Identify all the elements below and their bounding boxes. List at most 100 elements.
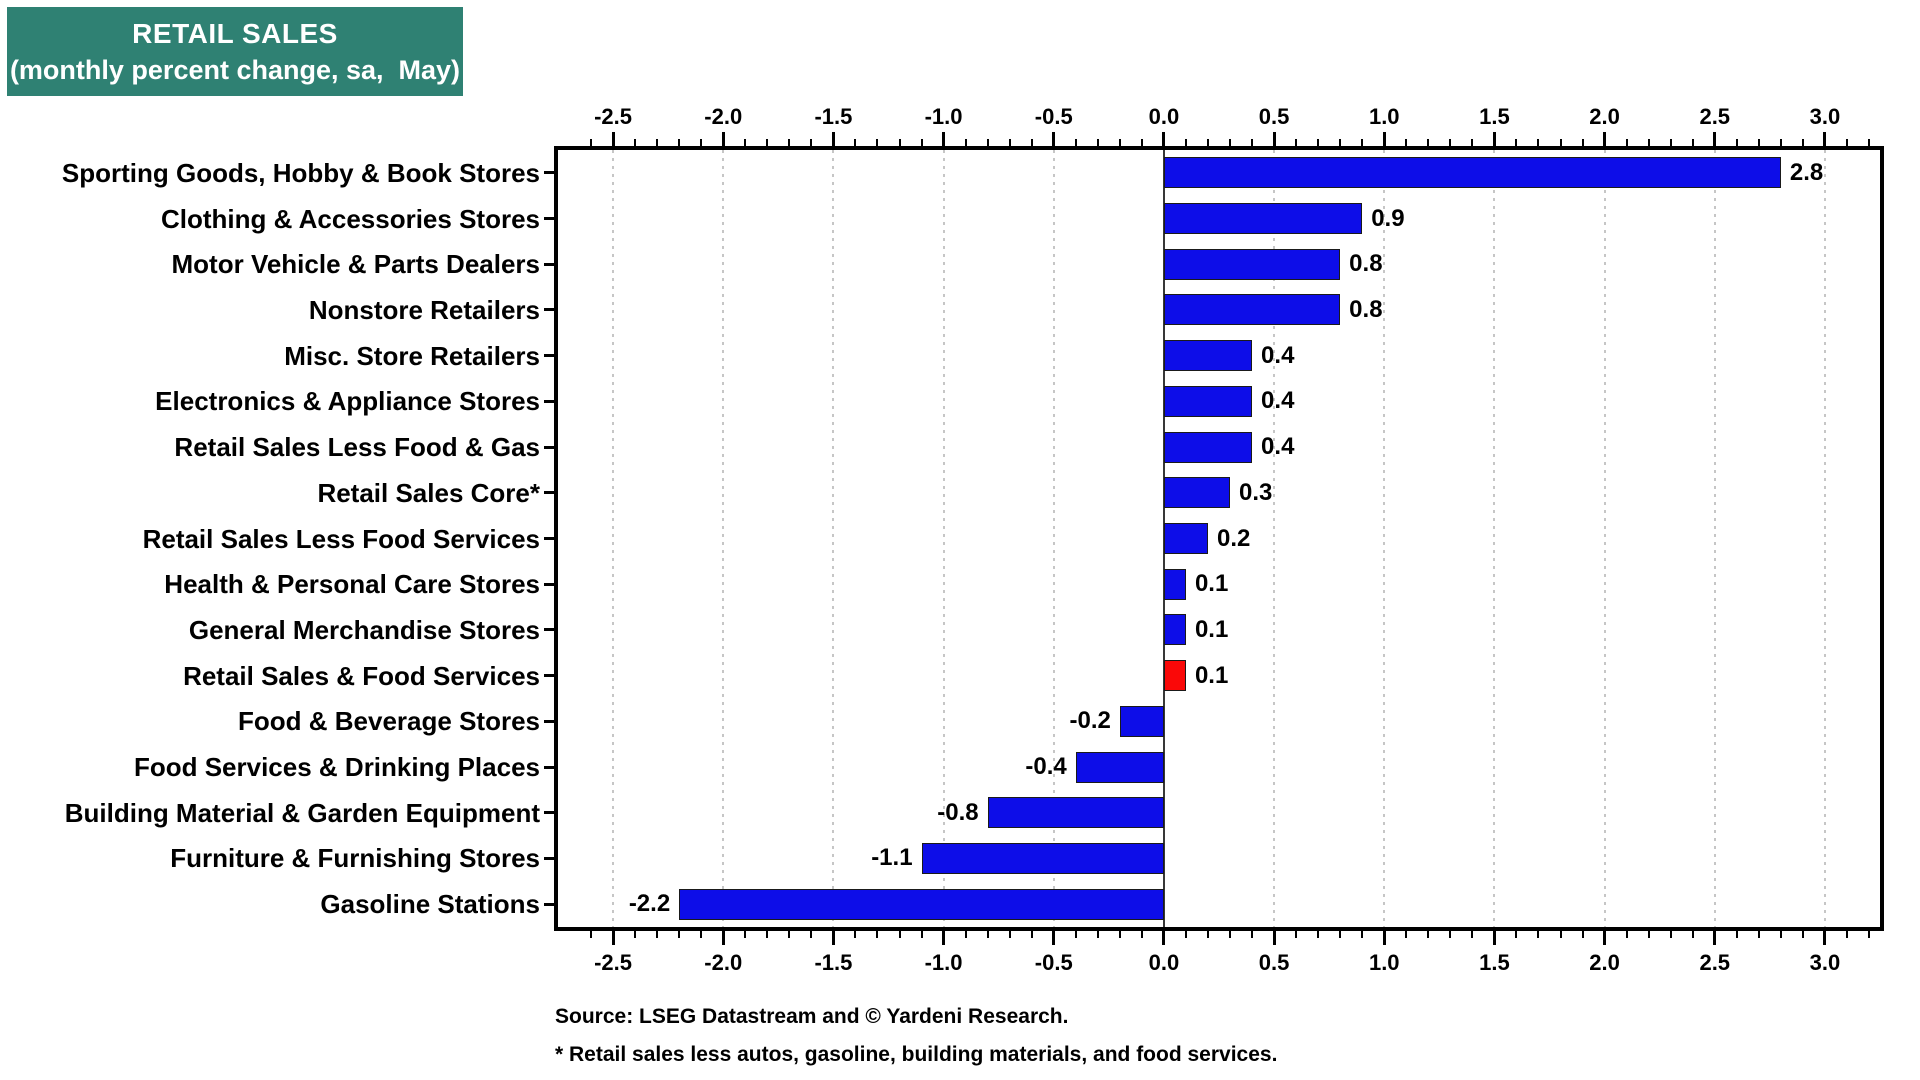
- value-label: -0.2: [1069, 707, 1111, 735]
- minor-tick: [898, 931, 901, 938]
- minor-tick: [1074, 931, 1077, 938]
- minor-tick: [1096, 931, 1099, 938]
- minor-tick: [1669, 931, 1672, 938]
- minor-tick: [1779, 139, 1782, 146]
- major-tick: [1382, 132, 1386, 146]
- minor-tick: [876, 931, 879, 938]
- minor-tick: [1008, 139, 1011, 146]
- chart-title-box: RETAIL SALES (monthly percent change, sa…: [7, 7, 463, 96]
- minor-tick: [1405, 139, 1408, 146]
- minor-tick: [1801, 139, 1804, 146]
- minor-tick: [1096, 139, 1099, 146]
- minor-tick: [1405, 931, 1408, 938]
- axis-tick-label: 2.0: [1589, 950, 1620, 975]
- minor-tick: [876, 139, 879, 146]
- bar: [1163, 203, 1363, 235]
- minor-tick: [1427, 931, 1430, 938]
- minor-tick: [1361, 139, 1364, 146]
- grid-line: [1823, 150, 1826, 927]
- value-label: 0.4: [1261, 387, 1295, 415]
- minor-tick: [1801, 931, 1804, 938]
- minor-tick: [1515, 931, 1518, 938]
- axis-tick-label: 0.0: [1148, 950, 1180, 975]
- major-tick: [1713, 132, 1717, 146]
- value-label: 0.1: [1194, 615, 1229, 643]
- axis-tick-label: 1.0: [1368, 104, 1400, 129]
- minor-tick: [1184, 139, 1187, 146]
- minor-tick: [1559, 139, 1562, 146]
- chart-subtitle: (monthly percent change, sa, May): [9, 54, 461, 85]
- bar: [1163, 157, 1781, 189]
- minor-tick: [1757, 139, 1760, 146]
- axis-tick-label: -2.0: [704, 104, 743, 129]
- grid-line: [1383, 150, 1386, 927]
- minor-tick: [1449, 931, 1452, 938]
- category-tick: [544, 491, 554, 495]
- major-tick: [1823, 931, 1827, 945]
- minor-tick: [920, 931, 923, 938]
- category-label: Sporting Goods, Hobby & Book Stores: [61, 157, 540, 188]
- category-label: Retail Sales Less Food & Gas: [174, 432, 540, 463]
- axis-tick-label: 3.0: [1809, 104, 1841, 129]
- grid-line: [612, 150, 615, 927]
- minor-tick: [964, 931, 967, 938]
- minor-tick: [1471, 931, 1474, 938]
- minor-tick: [744, 931, 747, 938]
- value-label: -0.4: [1025, 753, 1067, 781]
- value-label: 0.4: [1261, 433, 1295, 461]
- major-tick: [611, 931, 615, 945]
- axis-tick-label: 1.5: [1479, 950, 1510, 975]
- minor-tick: [590, 139, 593, 146]
- axis-tick-label: -2.0: [704, 950, 743, 975]
- value-label: 0.1: [1194, 661, 1229, 689]
- minor-tick: [1229, 139, 1232, 146]
- major-tick: [1823, 132, 1827, 146]
- minor-tick: [1229, 931, 1232, 938]
- minor-tick: [854, 139, 857, 146]
- axis-tick-label: -2.5: [594, 950, 633, 975]
- category-tick: [544, 719, 554, 723]
- grid-line: [1493, 150, 1496, 927]
- category-tick: [544, 217, 554, 221]
- category-tick: [544, 674, 554, 678]
- major-tick: [1382, 931, 1386, 945]
- minor-tick: [1669, 139, 1672, 146]
- value-label: 0.3: [1239, 478, 1273, 506]
- major-tick: [831, 132, 835, 146]
- value-label: 0.2: [1216, 524, 1251, 552]
- bar: [1163, 523, 1208, 554]
- minor-tick: [1251, 139, 1254, 146]
- axis-tick-label: 1.5: [1479, 104, 1510, 129]
- grid-line: [1713, 150, 1716, 927]
- value-label: -1.1: [871, 844, 913, 872]
- category-tick: [544, 765, 554, 769]
- axis-tick-label: 2.5: [1699, 950, 1731, 975]
- minor-tick: [1515, 139, 1518, 146]
- minor-tick: [1691, 139, 1694, 146]
- axis-tick-label: 0.5: [1258, 950, 1290, 975]
- minor-tick: [1030, 139, 1033, 146]
- minor-tick: [1427, 139, 1430, 146]
- minor-tick: [590, 931, 593, 938]
- category-label: Retail Sales Core*: [317, 477, 540, 508]
- category-tick: [544, 354, 554, 358]
- major-tick: [1162, 931, 1166, 945]
- minor-tick: [1008, 931, 1011, 938]
- minor-tick: [1206, 931, 1209, 938]
- category-tick: [544, 811, 554, 815]
- major-tick: [1052, 931, 1056, 945]
- major-tick: [721, 132, 725, 146]
- bar: [1163, 614, 1186, 646]
- source-note: Source: LSEG Datastream and © Yardeni Re…: [555, 1005, 1069, 1028]
- minor-tick: [1295, 139, 1298, 146]
- axis-tick-label: -1.5: [814, 950, 853, 975]
- category-label: Gasoline Stations: [320, 889, 540, 920]
- category-tick: [544, 445, 554, 449]
- category-tick: [544, 537, 554, 540]
- axis-tick-label: 0.0: [1148, 104, 1180, 129]
- minor-tick: [1735, 139, 1738, 146]
- category-label: Misc. Store Retailers: [284, 340, 540, 371]
- major-tick: [721, 931, 725, 945]
- minor-tick: [1206, 139, 1209, 146]
- major-tick: [1603, 132, 1607, 146]
